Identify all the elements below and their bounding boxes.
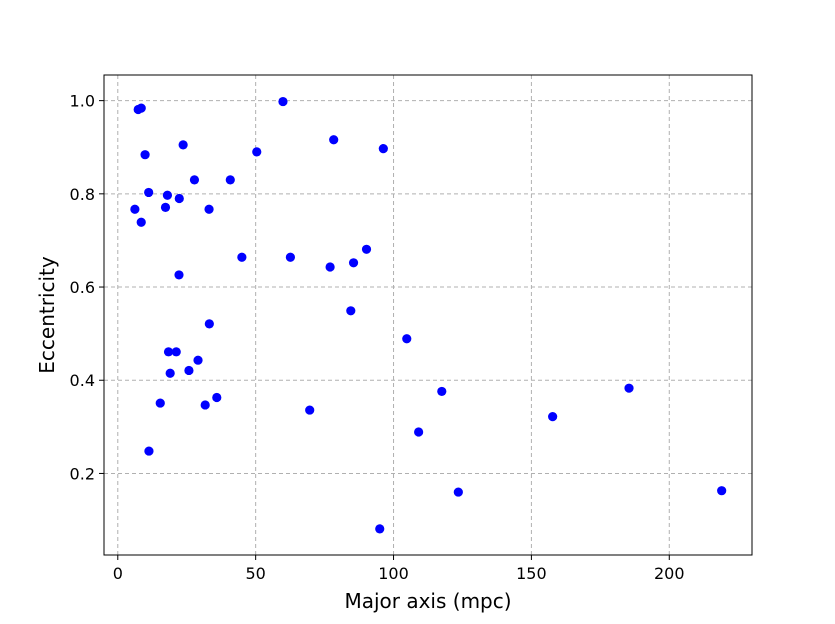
data-point [204,319,214,329]
data-point [346,306,356,316]
data-point [548,411,558,422]
data-point [155,398,165,408]
data-point [325,262,335,272]
data-point [212,392,222,403]
x-tick-label: 50 [245,564,265,583]
x-tick-label: 200 [654,564,685,583]
data-point [305,405,315,415]
data-points [130,96,727,534]
data-point [200,400,210,410]
x-axis-label: Major axis (mpc) [344,589,511,613]
data-point [348,258,359,268]
data-point [624,383,634,393]
data-point [252,147,262,157]
x-tick-label: 150 [516,564,547,583]
data-point [140,150,150,160]
y-tick-label: 0.6 [70,278,95,297]
data-point [278,96,288,107]
data-point [361,244,372,254]
y-axis-label: Eccentricity [35,256,59,374]
data-point [414,427,424,437]
data-point [184,365,194,376]
data-point [189,175,200,185]
data-point [329,135,339,145]
data-point [237,252,247,262]
data-point [225,175,235,185]
data-point [144,187,154,198]
data-point [204,204,214,214]
data-point [136,103,146,113]
x-axis-ticks: 0 50 100 150 200 [113,555,685,583]
y-tick-label: 1.0 [70,92,95,111]
data-point [171,347,181,357]
data-point [402,334,412,344]
data-point [178,140,188,150]
data-point [165,368,175,378]
data-point [174,193,184,204]
data-point [163,347,174,357]
plot-frame [103,74,753,556]
data-point [375,524,385,534]
data-point [193,355,203,365]
y-tick-label: 0.4 [70,371,95,390]
data-point [160,202,171,212]
x-tick-label: 0 [113,564,123,583]
y-axis-ticks: 0.2 0.4 0.6 0.8 1.0 [70,92,104,483]
y-tick-label: 0.8 [70,185,95,204]
data-point [162,190,173,200]
data-point [130,204,140,214]
data-point [144,446,154,456]
data-point [378,144,388,154]
data-point [136,217,146,227]
data-point [453,487,463,497]
x-tick-label: 100 [378,564,409,583]
y-tick-label: 0.2 [70,464,95,483]
data-point [285,252,296,262]
data-point [174,270,184,280]
data-point [437,386,447,397]
data-point [717,486,727,496]
